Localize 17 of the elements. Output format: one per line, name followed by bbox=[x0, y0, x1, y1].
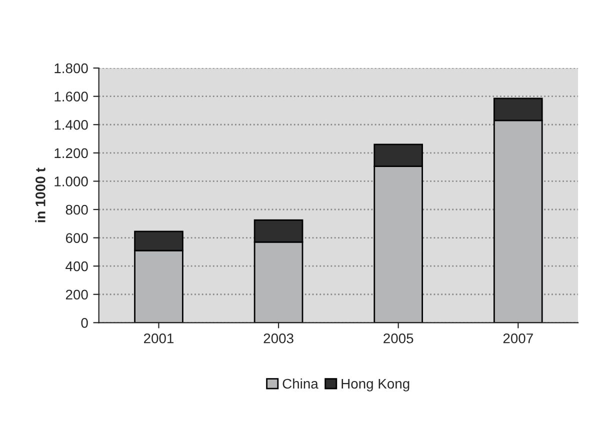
y-tick-label: 1.600 bbox=[54, 92, 88, 102]
x-tick-label: 2005 bbox=[384, 333, 414, 344]
x-tick-label: 2001 bbox=[144, 333, 174, 344]
x-tick-label: 2007 bbox=[503, 333, 533, 344]
legend-label: China bbox=[282, 378, 318, 389]
y-tick-label: 600 bbox=[66, 233, 88, 243]
x-tick-label: 2003 bbox=[264, 333, 294, 344]
y-tick-label: 1.000 bbox=[54, 176, 88, 186]
y-tick-label: 200 bbox=[66, 290, 88, 300]
y-tick-label: 0 bbox=[81, 318, 88, 328]
y-tick-label: 800 bbox=[66, 204, 88, 215]
y-tick-label: 400 bbox=[66, 261, 88, 272]
legend-label: Hong Kong bbox=[342, 378, 410, 392]
y-axis-title: in 1000 t bbox=[35, 168, 46, 222]
y-tick-label: 1.200 bbox=[54, 148, 88, 158]
y-tick-label: 1.400 bbox=[54, 120, 88, 130]
y-tick-label: 1.800 bbox=[54, 63, 88, 74]
